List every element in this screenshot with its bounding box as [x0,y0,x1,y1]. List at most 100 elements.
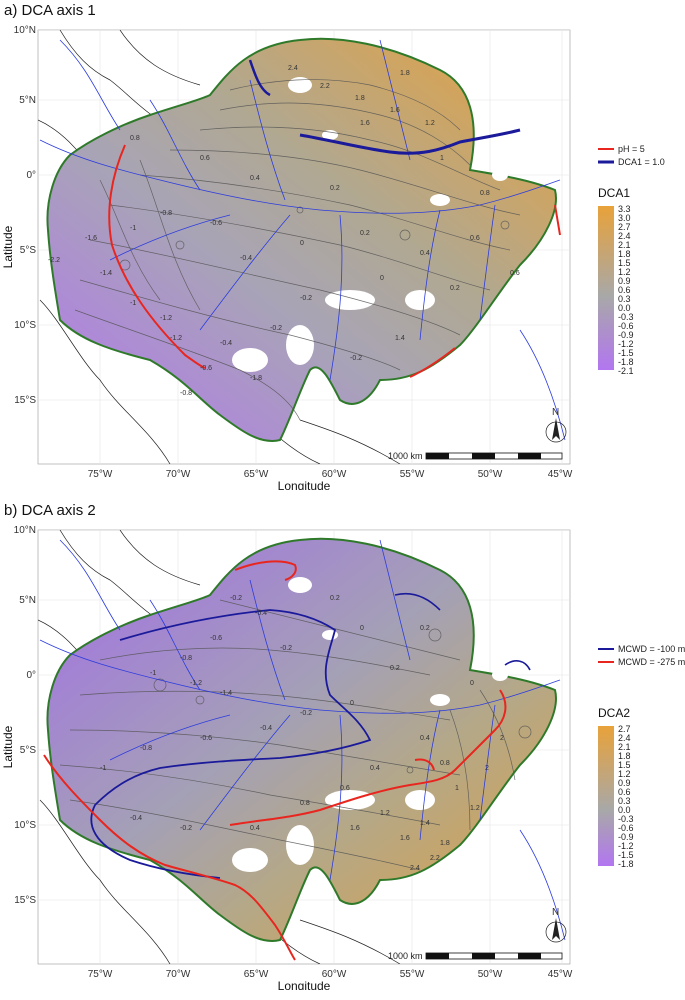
map-label: -2.1 [618,366,634,376]
map-label: 1.8 [618,751,631,761]
contour-label: -0.8 [180,655,192,662]
colorbar-ramp [598,726,614,866]
contour-label: -0.6 [200,365,212,372]
contour-label: 1.2 [425,120,435,127]
scale-label: 1000 km [388,451,423,461]
basin-surface [46,537,557,942]
scale-label: 1000 km [388,951,423,961]
legend-label: pH = 5 [618,144,645,154]
contour-label: 1.8 [400,70,410,77]
contour-label: 1 [440,155,444,162]
map-label: 1.8 [618,249,631,259]
map-label: -1.8 [618,859,634,869]
map-label: 1.2 [618,267,631,277]
panel-title: b) DCA axis 2 [4,502,96,519]
contour-label: -1.8 [250,375,262,382]
contour-label: 0.6 [470,235,480,242]
contour-label: -0.8 [140,745,152,752]
x-axis-title: Longitude [278,979,331,990]
legend-label: MCWD = -275 mm [618,657,685,667]
map-label: -0.3 [618,312,634,322]
map-label: 0.9 [618,276,631,286]
map-label: 1.5 [618,258,631,268]
lat-tick: 5°S [20,245,37,256]
contour-label: -1.2 [160,315,172,322]
contour-label: 0.6 [510,270,520,277]
map-label: 0.0 [618,805,631,815]
colorbar: DCA1 3.3 3.0 2.7 2.4 2.1 1.8 1.5 1.2 0.9… [598,186,634,376]
contour-label: -0.2 [280,645,292,652]
contour-label: 0.2 [330,185,340,192]
colorbar-ramp [598,206,614,370]
contour-label: -1 [130,225,136,232]
contour-label: 1.4 [420,820,430,827]
lon-tick: 60°W [322,469,347,480]
lat-tick: 10°S [14,820,36,831]
contour-label: 1.6 [360,120,370,127]
map-label: 0.6 [618,787,631,797]
colorbar-title: DCA2 [598,706,630,720]
contour-label: -0.2 [270,325,282,332]
map-label: 2.4 [618,231,631,241]
legend-label: MCWD = -100 mm [618,644,685,654]
colorbar: DCA2 2.7 2.4 2.1 1.8 1.5 1.2 0.9 0.6 0.3… [598,706,634,869]
contour-label: 0.8 [130,135,140,142]
lon-tick: 55°W [400,469,425,480]
lon-tick: 65°W [244,969,269,980]
panel-dca-axis-1: a) DCA axis 1 [0,0,685,490]
contour-label: 0 [360,625,364,632]
map-label: -0.6 [618,823,634,833]
scale-bar: 1000 km [388,951,563,961]
y-axis-title: Latitude [1,725,15,768]
map-label: 0.3 [618,294,631,304]
contour-label: -1 [130,300,136,307]
contour-label: 2 [500,735,504,742]
contour-label: 2.4 [288,65,298,72]
x-axis-title: Longitude [278,479,331,490]
contour-label: -1.4 [220,690,232,697]
map-label: 0.6 [618,285,631,295]
contour-label: 2.4 [410,865,420,872]
ph5-line [108,144,206,369]
contour-label: 0.8 [480,190,490,197]
contour-label: -0.2 [300,295,312,302]
contour-label: 0.2 [330,595,340,602]
lat-tick: 10°N [14,25,36,36]
map-dca2: -0.2 -0.4 -0.6 -0.8 -1 -1.2 -1.4 0.2 0 -… [1,525,685,990]
map-label: -1.8 [618,357,634,367]
lon-tick: 45°W [548,969,573,980]
contour-lines [74,79,521,421]
contour-label: 0 [300,240,304,247]
lon-tick: 65°W [244,469,269,480]
panel-title: a) DCA axis 1 [4,2,96,19]
contour-label: 0.8 [440,760,450,767]
contour-label: -0.2 [300,710,312,717]
contour-label: -0.2 [180,825,192,832]
contour-label: -0.2 [350,355,362,362]
contour-label: -0.6 [210,635,222,642]
map-label: 3.0 [618,213,631,223]
contour-label: 0.4 [250,825,260,832]
lat-tick: 5°N [19,595,36,606]
contour-label: 0.4 [250,175,260,182]
contour-label: 0.2 [390,665,400,672]
map-label: 1.5 [618,760,631,770]
contour-lines [59,599,532,871]
map-label: 2.4 [618,733,631,743]
contour-label: 0.2 [420,625,430,632]
north-arrow-icon: N [545,907,567,943]
map-label: -1.2 [618,339,634,349]
lat-tick: 5°S [20,745,37,756]
dca1-line [299,128,521,155]
contour-label: 1.6 [400,835,410,842]
contour-label: -0.6 [210,220,222,227]
contour-label: 1.4 [395,335,405,342]
contour-label: 1.8 [355,95,365,102]
rivers [39,39,566,441]
contour-labels: -0.2 -0.4 -0.6 -0.8 -1 -1.2 -1.4 0.2 0 -… [100,595,504,872]
contour-label: 0.8 [300,800,310,807]
contour-label: -0.4 [240,255,252,262]
legend-label: DCA1 = 1.0 [618,157,665,167]
contour-label: 0.6 [200,155,210,162]
map-label: 0.9 [618,778,631,788]
